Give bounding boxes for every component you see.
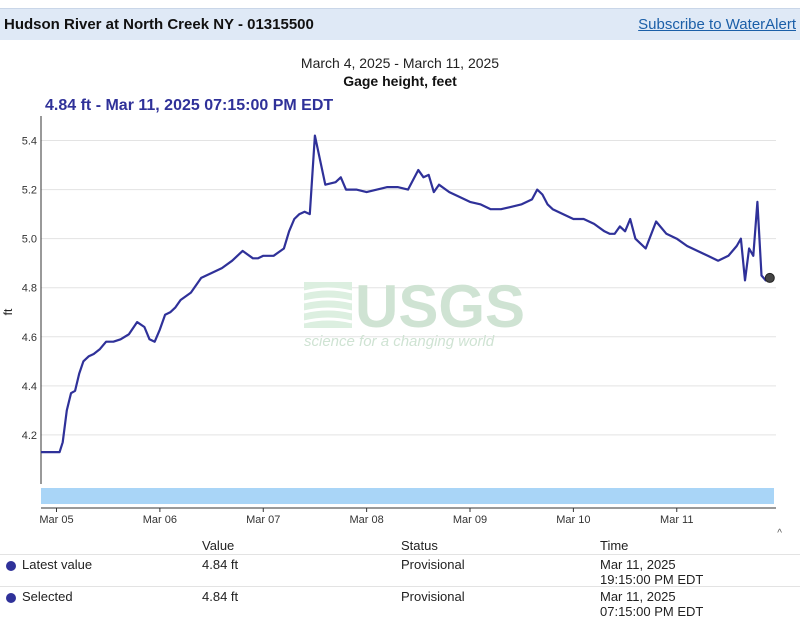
row-time: 19:15:00 PM EDT [600,572,704,587]
row-status: Provisional [401,557,465,572]
tooltip-readout: 4.84 ft - Mar 11, 2025 07:15:00 PM EDT [45,97,334,114]
x-axis-ticks: Mar 05 Mar 06 Mar 07 Mar 08 Mar 09 Mar 10 Mar … [39,508,693,526]
x-tick-label: Mar 10 [556,514,590,526]
header-value: Value [202,538,235,553]
x-tick-label: Mar 06 [143,514,177,526]
y-axis-label: ft [1,308,15,315]
time-brush[interactable] [41,488,774,504]
row-label: Latest value [22,557,93,572]
row-time: 07:15:00 PM EDT [600,604,704,619]
row-value: 4.84 ft [202,557,239,572]
y-tick-label: 4.8 [22,283,37,295]
y-tick-label: 4.2 [22,430,37,442]
x-tick-label: Mar 08 [350,514,384,526]
gage-height-line [41,134,771,454]
series-dot-icon [6,561,16,571]
y-tick-label: 5.2 [22,185,37,197]
x-tick-label: Mar 05 [39,514,73,526]
row-label: Selected [22,589,73,604]
y-tick-label: 4.4 [22,381,37,393]
y-tick-label: 4.6 [22,332,37,344]
y-axis-ticks: 4.2 4.4 4.6 4.8 5.0 5.2 5.4 [22,136,37,442]
usgs-watermark-tagline: science for a changing world [304,333,495,350]
collapse-caret-icon[interactable]: ^ [777,528,782,539]
gridlines [41,140,776,436]
y-tick-label: 5.4 [22,136,37,148]
usgs-wave-logo [303,282,353,328]
table-row-selected: Selected 4.84 ft Provisional Mar 11, 202… [0,586,800,621]
row-status: Provisional [401,589,465,604]
site-header: Hudson River at North Creek NY - 0131550… [0,8,800,40]
table-header-row: Value Status Time [0,536,800,554]
x-tick-label: Mar 07 [246,514,280,526]
header-status: Status [401,538,438,553]
usgs-watermark: USGS science for a changing world [303,273,525,350]
y-tick-label: 5.0 [22,234,37,246]
chart-date-range: March 4, 2025 - March 11, 2025 [300,55,500,71]
chart-title: Gage height, feet [343,73,457,89]
x-tick-label: Mar 09 [453,514,487,526]
series-dot-icon [6,593,16,603]
x-tick-label: Mar 11 [660,514,693,526]
selected-point-marker[interactable] [764,272,775,283]
row-date: Mar 11, 2025 [600,557,676,572]
usgs-watermark-logo: USGS [355,273,525,340]
site-title: Hudson River at North Creek NY - 0131550… [4,16,314,33]
row-value: 4.84 ft [202,589,239,604]
header-time: Time [600,538,629,553]
table-row-latest: Latest value 4.84 ft Provisional Mar 11,… [0,554,800,587]
row-date: Mar 11, 2025 [600,589,676,604]
hydrograph-chart[interactable]: USGS science for a changing world 4.2 4.4… [0,0,800,540]
subscribe-waterealert-link[interactable]: Subscribe to WaterAlert [638,16,796,33]
